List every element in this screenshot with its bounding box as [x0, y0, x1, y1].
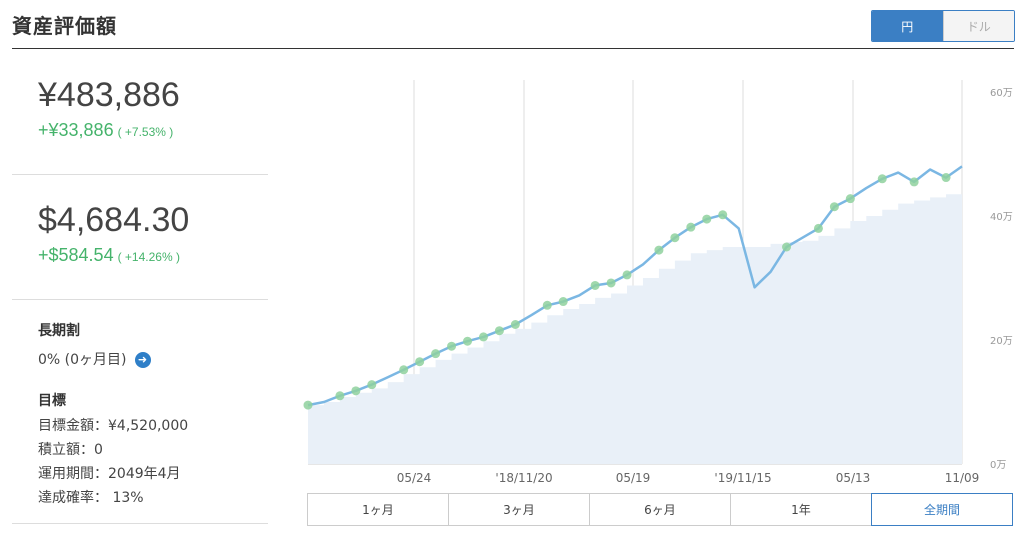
deposit-marker	[431, 349, 441, 359]
range-tab-1m[interactable]: 1ヶ月	[308, 494, 449, 525]
usd-change-amount: +$584.54	[38, 245, 114, 265]
long-term-title: 長期割	[38, 323, 80, 339]
y-tick-label: 20万	[990, 336, 1013, 347]
x-tick-label: '18/11/20	[495, 471, 552, 485]
deposit-marker	[590, 280, 600, 290]
x-tick-label: 05/24	[397, 471, 432, 485]
goal-accumulation: 積立額：0	[38, 442, 103, 458]
goal-section: 目標 目標金額：¥4,520,000 積立額：0 運用期間：2049年4月 達成…	[38, 390, 278, 510]
deposit-marker	[782, 242, 792, 252]
long-term-section: 長期割 0% (0ヶ月目) ➜	[38, 320, 278, 372]
deposit-marker	[909, 177, 919, 187]
deposit-marker	[303, 400, 313, 410]
deposit-marker	[399, 365, 409, 375]
asset-line-chart: 60万 40万 20万 0万 05/24 '18/11/20 05/19 '19/11/15 0…	[303, 80, 1013, 485]
deposit-marker	[622, 270, 632, 280]
currency-toggle[interactable]: 円 ドル	[871, 10, 1015, 42]
jpy-change-percent: ( +7.53% )	[117, 125, 174, 139]
jpy-total-change: +¥33,886( +7.53% )	[38, 120, 173, 141]
deposit-marker	[718, 210, 728, 220]
deposit-marker	[829, 202, 839, 212]
deposit-marker	[877, 174, 887, 184]
deposit-marker	[670, 233, 680, 243]
deposit-marker	[686, 222, 696, 232]
goal-probability: 達成確率： 13%	[38, 490, 144, 506]
usd-total-change: +$584.54( +14.26% )	[38, 245, 180, 266]
long-term-value-row: 0% (0ヶ月目) ➜	[38, 348, 278, 372]
deposit-marker	[845, 194, 855, 204]
goal-title: 目標	[38, 393, 66, 409]
jpy-total-block: ¥483,886 +¥33,886( +7.53% )	[12, 50, 268, 175]
deposit-marker	[463, 336, 473, 346]
deposit-marker	[606, 278, 616, 288]
range-tab-6m[interactable]: 6ヶ月	[590, 494, 731, 525]
deposit-marker	[510, 320, 520, 329]
range-tab-3m[interactable]: 3ヶ月	[449, 494, 590, 525]
jpy-change-amount: +¥33,886	[38, 120, 114, 140]
summary-panel: ¥483,886 +¥33,886( +7.53% ) $4,684.30 +$…	[12, 50, 268, 506]
long-term-value: 0% (0ヶ月目)	[38, 352, 127, 368]
currency-usd-button[interactable]: ドル	[942, 11, 1014, 41]
goal-period: 運用期間：2049年4月	[38, 466, 181, 482]
summary-bottom-divider	[12, 523, 268, 524]
range-tab-1y[interactable]: 1年	[731, 494, 872, 525]
deposit-marker	[447, 341, 457, 351]
deposit-marker	[351, 386, 361, 396]
asset-chart: 60万 40万 20万 0万 05/24 '18/11/20 05/19 '19/11/15 0…	[300, 70, 1024, 490]
x-tick-label: 11/09	[945, 471, 980, 485]
deposit-marker	[941, 173, 951, 183]
y-tick-label: 40万	[990, 212, 1013, 223]
deposit-marker	[558, 297, 568, 307]
goal-target: 目標金額：¥4,520,000	[38, 418, 189, 434]
x-tick-label: '19/11/15	[714, 471, 771, 485]
principal-area	[308, 191, 962, 464]
y-tick-label: 60万	[990, 88, 1013, 99]
deposit-marker	[702, 214, 712, 224]
deposit-marker	[478, 332, 488, 342]
x-tick-label: 05/13	[836, 471, 871, 485]
usd-total-block: $4,684.30 +$584.54( +14.26% )	[12, 175, 268, 300]
deposit-marker	[335, 391, 345, 401]
arrow-right-icon[interactable]: ➜	[134, 352, 151, 368]
y-tick-label: 0万	[990, 460, 1006, 471]
deposit-marker	[367, 380, 377, 390]
deposit-marker	[494, 326, 504, 336]
usd-change-percent: ( +14.26% )	[117, 250, 180, 264]
deposit-marker	[542, 300, 552, 310]
page-title: 資産評価額	[12, 14, 117, 38]
range-tab-all[interactable]: 全期間	[871, 493, 1013, 526]
x-tick-label: 05/19	[616, 471, 651, 485]
currency-jpy-button[interactable]: 円	[872, 11, 943, 41]
deposit-marker	[813, 223, 823, 233]
deposit-marker	[654, 245, 664, 255]
jpy-total-value: ¥483,886	[38, 76, 180, 114]
header-divider	[12, 48, 1014, 49]
deposit-marker	[415, 357, 425, 367]
usd-total-value: $4,684.30	[38, 201, 190, 239]
range-tabs: 1ヶ月 3ヶ月 6ヶ月 1年 全期間	[307, 493, 1013, 526]
